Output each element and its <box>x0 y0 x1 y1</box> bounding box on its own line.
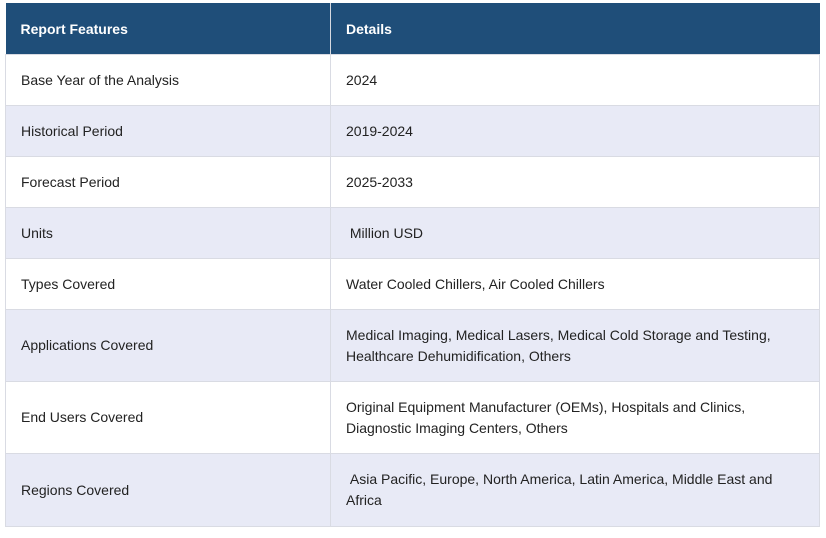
feature-cell: Base Year of the Analysis <box>5 54 331 106</box>
details-cell: Water Cooled Chillers, Air Cooled Chille… <box>330 258 820 310</box>
details-cell: 2025-2033 <box>330 156 820 208</box>
feature-cell: Historical Period <box>5 105 331 157</box>
table-row: Types Covered Water Cooled Chillers, Air… <box>5 258 820 310</box>
feature-cell: End Users Covered <box>5 381 331 454</box>
table-row: Base Year of the Analysis 2024 <box>5 54 820 106</box>
report-features-table: Report Features Details Base Year of the… <box>5 3 820 527</box>
table-row: End Users Covered Original Equipment Man… <box>5 381 820 454</box>
table-row: Regions Covered Asia Pacific, Europe, No… <box>5 453 820 527</box>
feature-cell: Forecast Period <box>5 156 331 208</box>
details-cell: 2019-2024 <box>330 105 820 157</box>
feature-cell: Units <box>5 207 331 259</box>
header-report-features: Report Features <box>5 3 331 55</box>
feature-cell: Types Covered <box>5 258 331 310</box>
header-details: Details <box>330 3 820 55</box>
feature-cell: Applications Covered <box>5 309 331 382</box>
details-cell: Original Equipment Manufacturer (OEMs), … <box>330 381 820 454</box>
details-cell: 2024 <box>330 54 820 106</box>
feature-cell: Regions Covered <box>5 453 331 527</box>
details-cell: Medical Imaging, Medical Lasers, Medical… <box>330 309 820 382</box>
details-cell: Million USD <box>330 207 820 259</box>
details-cell: Asia Pacific, Europe, North America, Lat… <box>330 453 820 527</box>
table-row: Forecast Period 2025-2033 <box>5 156 820 208</box>
table-row: Units Million USD <box>5 207 820 259</box>
table-row: Applications Covered Medical Imaging, Me… <box>5 309 820 382</box>
table-row: Historical Period 2019-2024 <box>5 105 820 157</box>
table-header-row: Report Features Details <box>5 3 820 55</box>
